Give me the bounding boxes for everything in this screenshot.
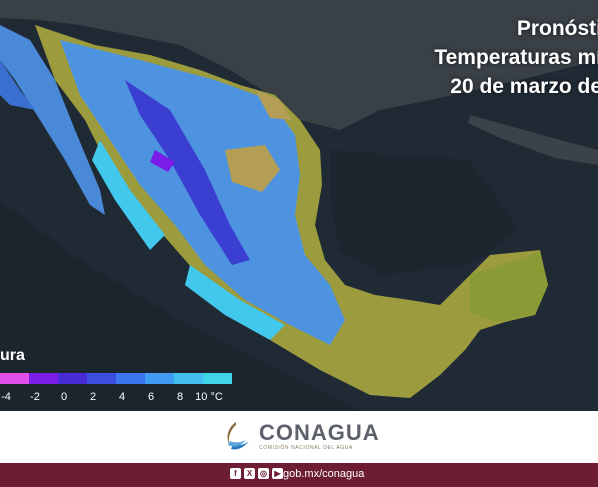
legend-ticks: -4 -2 0 2 4 6 8 10 °C	[0, 391, 240, 407]
footer-bar	[0, 463, 598, 487]
logo-subtitle: COMISIÓN NACIONAL DEL AGUA	[259, 444, 353, 451]
legend-swatch	[116, 373, 145, 384]
forecast-title: Pronósti Temperaturas mí 20 de marzo de	[362, 14, 598, 101]
title-line-3: 20 de marzo de	[450, 75, 598, 98]
legend-tick-label: 0	[60, 391, 68, 403]
legend-swatch	[0, 373, 29, 384]
conagua-emblem-icon	[227, 422, 249, 450]
baja-california	[0, 25, 105, 215]
footer-url[interactable]: gob.mx/conagua	[283, 468, 365, 480]
logo-area	[0, 411, 598, 463]
legend-swatch	[174, 373, 203, 384]
legend-tick-label: 4	[118, 391, 126, 403]
youtube-icon[interactable]: ▶	[272, 468, 283, 479]
legend-tick-label: 2	[89, 391, 97, 403]
legend-swatch	[145, 373, 174, 384]
map-graphic	[0, 0, 598, 398]
legend-tick-label: 8	[176, 391, 184, 403]
social-icons: f X ◎ ▶	[230, 468, 283, 479]
legend-swatch	[203, 373, 232, 384]
legend-swatch	[58, 373, 87, 384]
legend-color-bar	[0, 373, 232, 384]
cuba-land	[468, 115, 598, 165]
legend-tick-label: 10 °C	[195, 391, 223, 403]
legend-title: ura	[0, 347, 25, 364]
conagua-logo: CONAGUA COMISIÓN NACIONAL DEL AGUA	[219, 419, 380, 453]
facebook-icon[interactable]: f	[230, 468, 241, 479]
legend-swatch	[87, 373, 116, 384]
legend-swatch	[29, 373, 58, 384]
legend-tick-label: -2	[30, 391, 40, 403]
legend-tick-label: -4	[1, 391, 11, 403]
instagram-icon[interactable]: ◎	[258, 468, 269, 479]
x-icon[interactable]: X	[244, 468, 255, 479]
legend-tick-label: 6	[147, 391, 155, 403]
temperature-map: Pronósti Temperaturas mí 20 de marzo de …	[0, 0, 598, 411]
logo-name: CONAGUA	[259, 419, 380, 445]
usa-land	[0, 0, 598, 130]
title-line-1: Pronósti	[516, 17, 598, 40]
title-line-2: Temperaturas mí	[434, 46, 598, 69]
